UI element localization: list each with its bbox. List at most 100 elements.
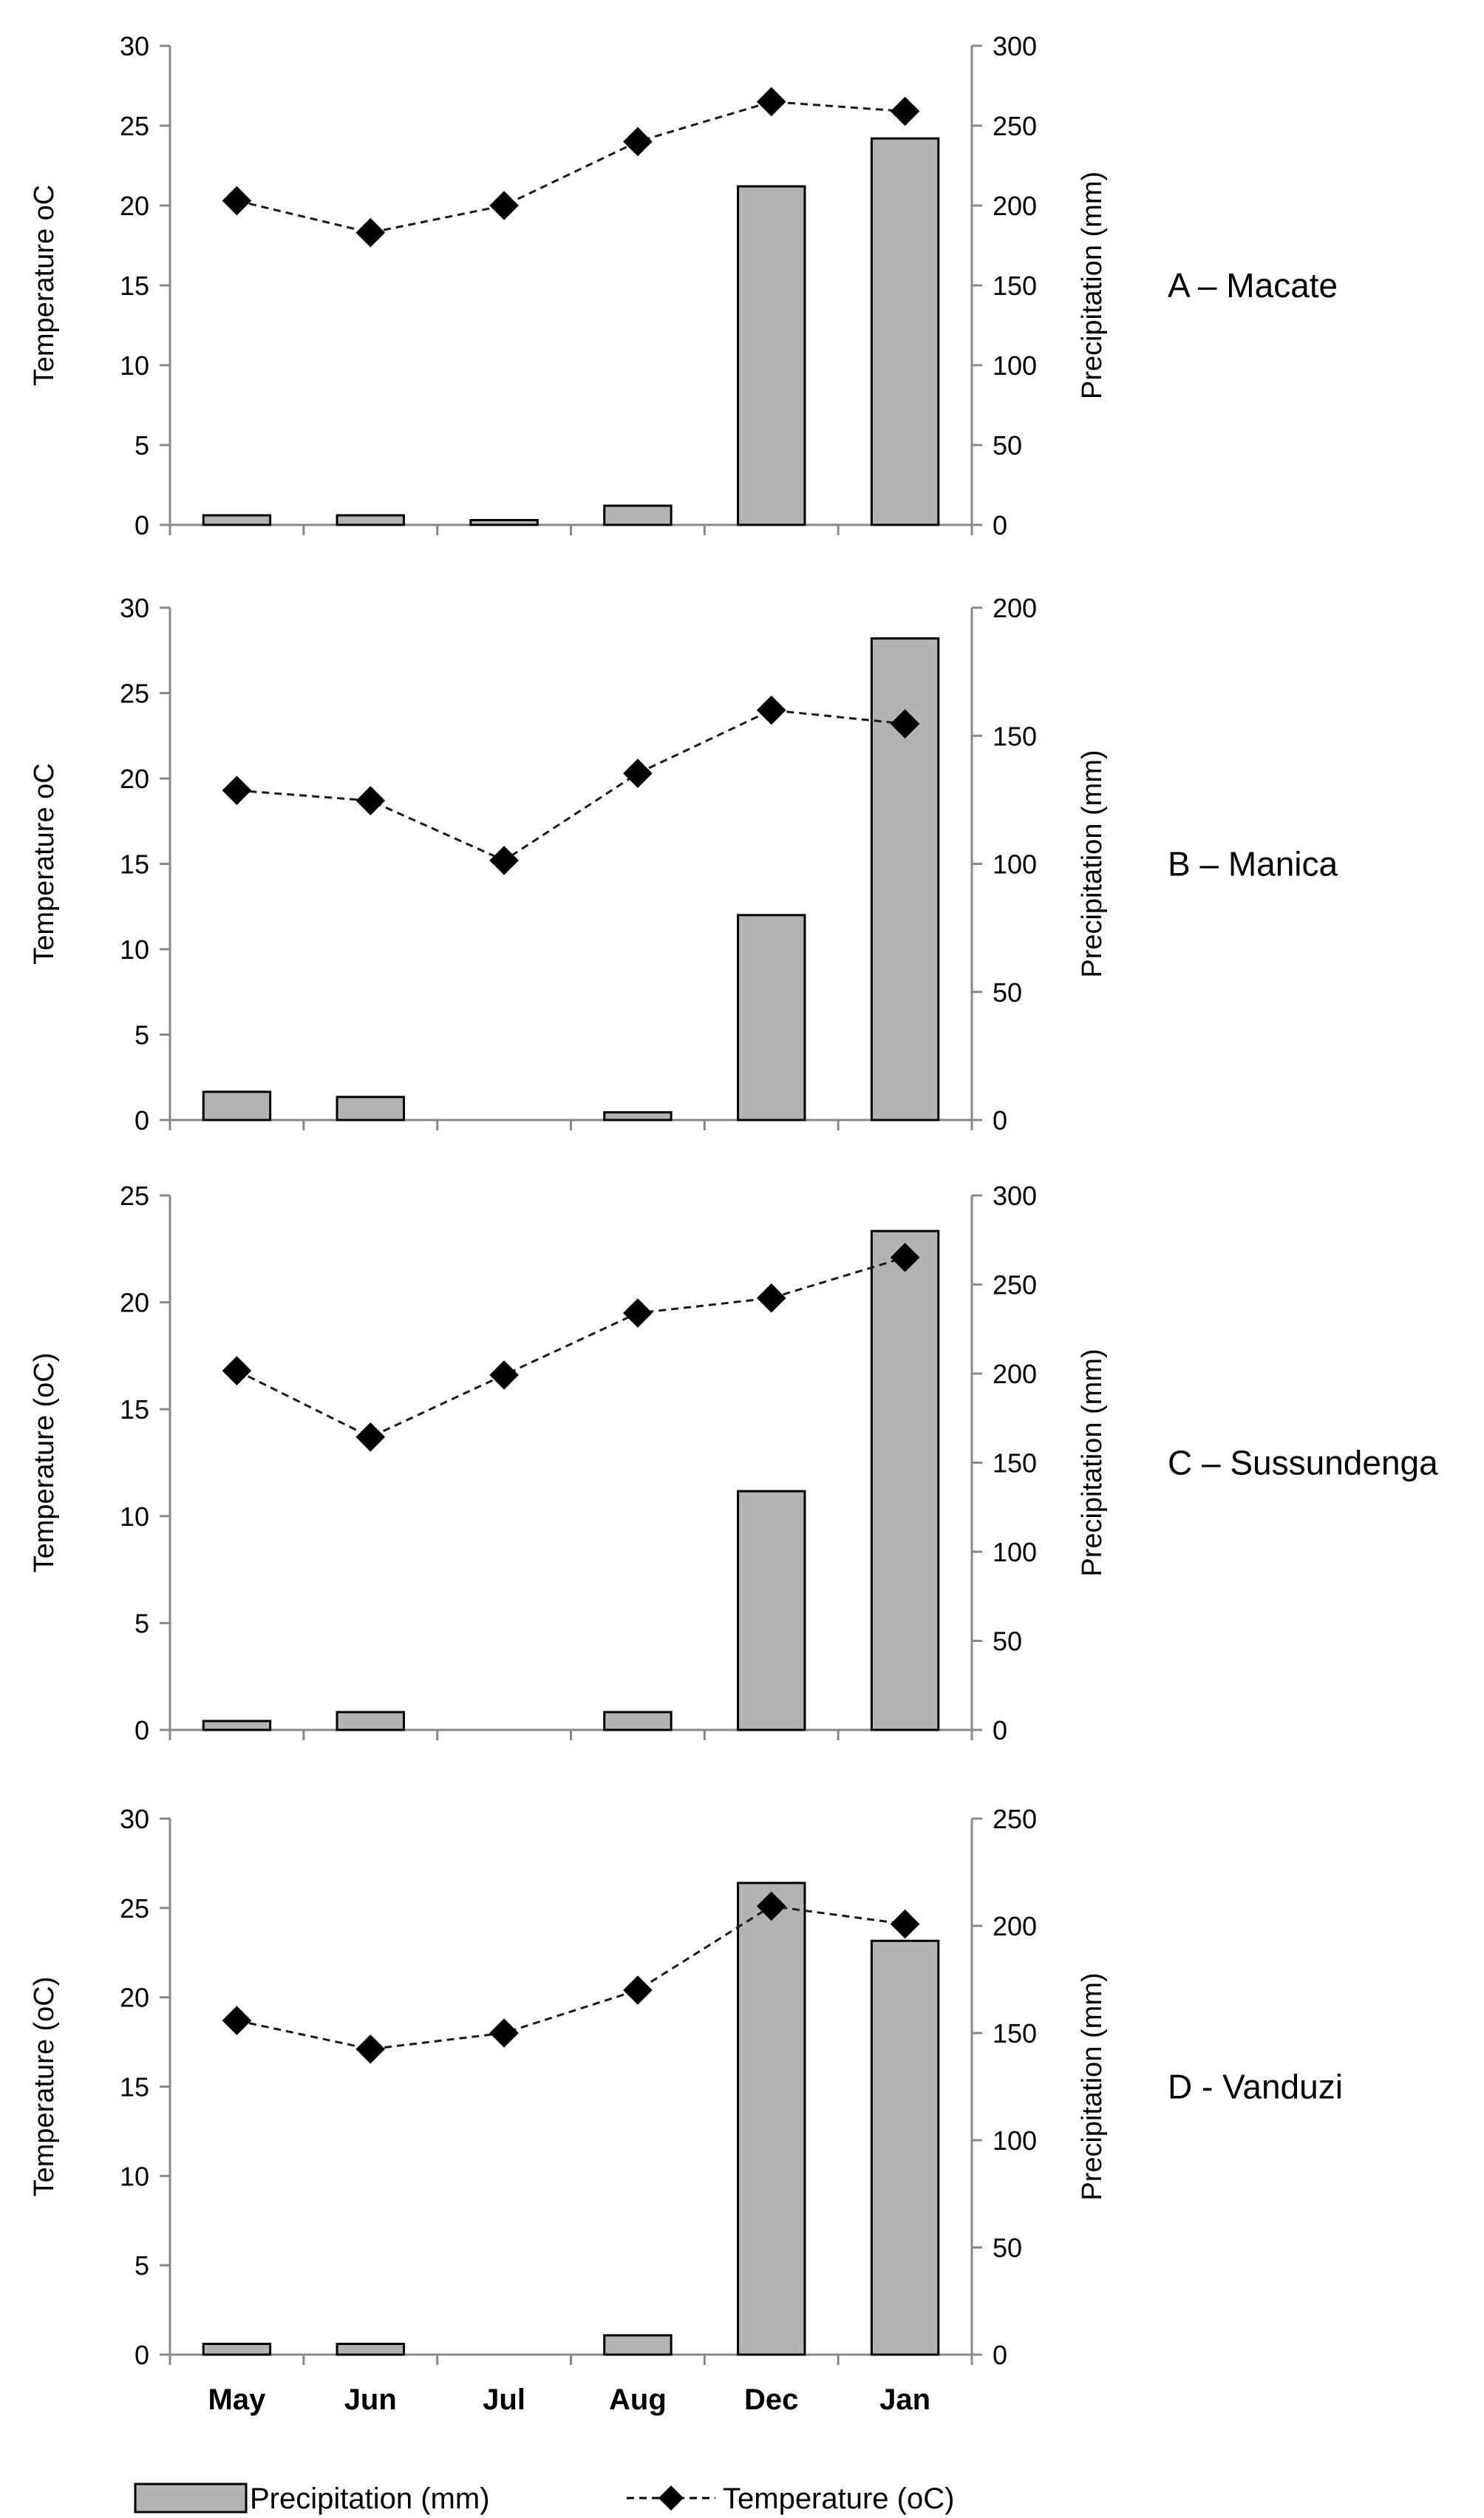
right-tick-label: 50 — [993, 977, 1022, 1008]
right-tick-label: 50 — [993, 430, 1022, 461]
right-tick-label: 150 — [993, 2018, 1037, 2049]
left-tick-label: 30 — [120, 593, 149, 623]
precipitation-bar — [737, 185, 806, 526]
precipitation-bar — [202, 1720, 272, 1731]
legend-precipitation-label: Precipitation (mm) — [250, 2483, 490, 2515]
category-label: Dec — [744, 2383, 798, 2416]
temperature-marker — [623, 759, 653, 788]
right-tick-label: 100 — [993, 1537, 1037, 1567]
left-tick-label: 20 — [120, 764, 149, 794]
right-axis-title: Precipitation (mm) — [1077, 1972, 1108, 2200]
temperature-line — [236, 1256, 906, 1439]
precipitation-bar — [202, 514, 272, 526]
right-tick-label: 250 — [993, 1804, 1037, 1834]
category-label: Jan — [879, 2383, 930, 2416]
left-tick-label: 10 — [120, 1501, 149, 1532]
left-tick-label: 25 — [120, 1893, 149, 1924]
category-label: Jun — [344, 2383, 397, 2416]
precipitation-bar — [603, 2334, 673, 2356]
left-tick-label: 10 — [120, 2161, 149, 2191]
right-tick-label: 100 — [993, 350, 1037, 381]
precipitation-bar — [202, 2343, 272, 2356]
left-tick-label: 5 — [135, 430, 149, 461]
right-tick-label: 300 — [993, 31, 1037, 61]
right-tick-label: 150 — [993, 1448, 1037, 1479]
temperature-marker — [623, 126, 653, 157]
right-axis-title: Precipitation (mm) — [1077, 172, 1108, 399]
left-tick-label: 0 — [135, 2340, 149, 2370]
panel-label: D - Vanduzi — [1168, 2068, 1343, 2106]
temperature-marker — [623, 1298, 653, 1328]
right-tick-label: 50 — [993, 1626, 1022, 1657]
right-tick-label: 100 — [993, 849, 1037, 880]
left-tick-label: 25 — [120, 679, 149, 709]
precipitation-bar — [336, 1711, 405, 1731]
chart-panel-4: 0 5 10 15 20 25 30 0 50 100 150 200 250 Temperature (… — [29, 1804, 1343, 2416]
right-tick-label: 150 — [993, 271, 1037, 301]
left-tick-label: 0 — [135, 510, 149, 540]
temperature-marker — [222, 1356, 252, 1385]
left-tick-label: 5 — [135, 1608, 149, 1638]
temperature-marker — [355, 2034, 386, 2064]
left-tick-label: 15 — [120, 271, 149, 301]
right-axis-title: Precipitation (mm) — [1077, 1348, 1108, 1576]
temperature-marker — [756, 86, 786, 117]
temperature-marker — [222, 776, 252, 805]
chart-panel-2: 0 5 10 15 20 25 30 0 50 100 150 200 Temperature oC Pr… — [29, 593, 1338, 1136]
temperature-marker — [890, 1909, 920, 1939]
left-axis-title: Temperature oC — [29, 763, 60, 964]
precipitation-bar — [737, 1490, 806, 1731]
precipitation-bar — [336, 514, 405, 526]
left-tick-label: 0 — [135, 1105, 149, 1136]
left-axis-title: Temperature oC — [29, 185, 60, 386]
category-label: May — [208, 2383, 267, 2416]
left-tick-label: 5 — [135, 2250, 149, 2281]
precipitation-bar — [603, 1111, 673, 1121]
left-tick-label: 15 — [120, 849, 149, 880]
precipitation-bar — [336, 2343, 405, 2356]
chart-panels: 051015202530050100150200250300Temperatur… — [29, 31, 1438, 2416]
right-tick-label: 300 — [993, 1181, 1037, 1211]
temperature-marker — [489, 191, 519, 220]
left-tick-label: 25 — [120, 111, 149, 141]
precipitation-bar — [870, 1939, 940, 2356]
chart-legend: Precipitation (mm) Temperature (oC) — [134, 2483, 954, 2515]
right-tick-label: 200 — [993, 191, 1037, 221]
panel-label: C – Sussundenga — [1168, 1444, 1438, 1482]
left-tick-label: 15 — [120, 2072, 149, 2103]
right-tick-label: 0 — [993, 2340, 1007, 2370]
precipitation-bar — [469, 519, 539, 526]
precipitation-bar — [737, 1881, 806, 2356]
left-tick-label: 30 — [120, 31, 149, 61]
temperature-marker — [890, 709, 920, 739]
legend-temperature-marker-icon — [658, 2485, 684, 2511]
temperature-line — [236, 101, 905, 234]
temperature-marker — [489, 846, 519, 875]
temperature-marker — [890, 96, 920, 126]
legend-precipitation-swatch — [134, 2483, 248, 2514]
right-tick-label: 50 — [993, 2233, 1022, 2263]
category-label: Aug — [609, 2383, 667, 2416]
right-tick-label: 0 — [993, 1715, 1007, 1745]
precipitation-bar — [870, 137, 940, 526]
chart-panel-3: 0510152025050100150200250300Temperature … — [29, 1181, 1438, 1745]
left-tick-label: 5 — [135, 1020, 149, 1051]
temperature-marker — [756, 1283, 786, 1313]
right-tick-label: 200 — [993, 593, 1037, 623]
left-tick-label: 0 — [135, 1715, 149, 1745]
right-tick-label: 0 — [993, 510, 1007, 540]
right-axis-title: Precipitation (mm) — [1077, 750, 1108, 977]
left-tick-label: 20 — [120, 191, 149, 221]
panel-label: B – Manica — [1168, 845, 1338, 883]
precipitation-bar — [603, 1711, 673, 1731]
right-tick-label: 250 — [993, 111, 1037, 141]
temperature-marker — [222, 2006, 252, 2035]
legend-temperature-label: Temperature (oC) — [723, 2483, 954, 2515]
category-label: Jul — [483, 2383, 525, 2416]
left-tick-label: 30 — [120, 1804, 149, 1834]
chart-panel-1: 051015202530050100150200250300Temperatur… — [29, 31, 1338, 540]
left-tick-label: 25 — [120, 1181, 149, 1211]
precipitation-bar — [603, 504, 673, 526]
precipitation-bar — [870, 1229, 940, 1731]
